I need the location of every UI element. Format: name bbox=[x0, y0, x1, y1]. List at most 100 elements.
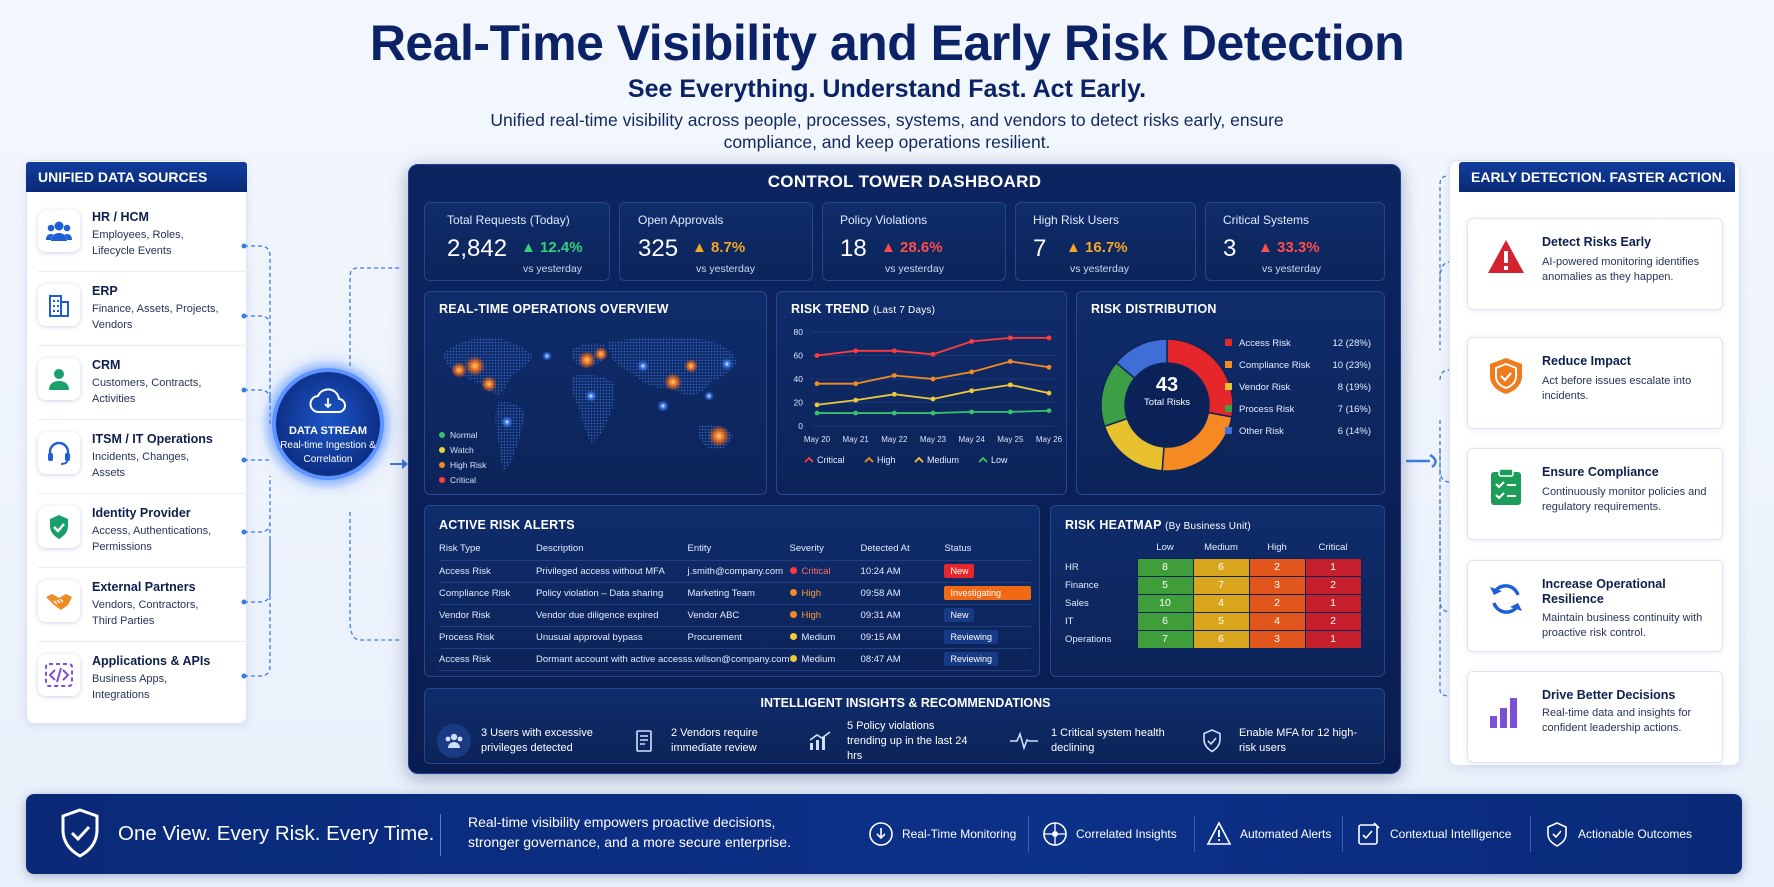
source-item-partners[interactable]: External Partners Vendors, Contractors, T… bbox=[38, 576, 260, 642]
severity-label: High bbox=[801, 609, 822, 621]
source-item-apps[interactable]: Applications & APIs Business Apps, Integr… bbox=[38, 650, 260, 716]
status-badge[interactable]: Reviewing bbox=[944, 630, 998, 644]
alert-row[interactable]: Vendor Risk Vendor due diligence expired V… bbox=[439, 604, 1031, 626]
source-item-erp[interactable]: ERP Finance, Assets, Projects, Vendors bbox=[38, 280, 260, 346]
trend-legend-label: Critical bbox=[817, 455, 845, 465]
dashboard-title: CONTROL TOWER DASHBOARD bbox=[767, 172, 1042, 191]
source-item-hr[interactable]: HR / HCM Employees, Roles, Lifecycle Even… bbox=[38, 206, 260, 272]
benefit-title: Ensure Compliance bbox=[1542, 465, 1659, 479]
alert-row[interactable]: Access Risk Privileged access without MFA… bbox=[439, 560, 1031, 582]
trend-point bbox=[1007, 358, 1013, 364]
insight-item[interactable]: 3 Users with excessive privileges detect… bbox=[437, 719, 601, 763]
heatmap-cell[interactable]: 6 bbox=[1192, 557, 1250, 577]
world-map[interactable] bbox=[437, 326, 759, 486]
alert-row[interactable]: Compliance Risk Policy violation – Data s… bbox=[439, 582, 1031, 604]
insight-item[interactable]: 2 Vendors require immediate review bbox=[627, 719, 781, 763]
heatmap-cell[interactable]: 8 bbox=[1136, 557, 1194, 577]
feature-contextual-intelligence[interactable]: Contextual Intelligence bbox=[1356, 820, 1511, 848]
alert-type: Vendor Risk bbox=[439, 609, 491, 621]
trend-point bbox=[969, 409, 975, 415]
heatmap-cell[interactable]: 1 bbox=[1304, 593, 1362, 613]
insight-item[interactable]: 1 Critical system health declining bbox=[1007, 719, 1171, 763]
status-badge[interactable]: New bbox=[944, 608, 975, 622]
heatmap-cell[interactable]: 7 bbox=[1136, 629, 1194, 649]
benefit-operational-resilience[interactable]: Increase Operational Resilience Maintain… bbox=[1467, 560, 1723, 652]
risk-trend-chart[interactable]: 0 20 40 60 80 May 20 May 21 May 22 May 23 May 24 M… bbox=[777, 322, 1068, 496]
source-item-identity[interactable]: Identity Provider Access, Authentications… bbox=[38, 502, 260, 568]
source-sub: Incidents, Changes, Assets bbox=[92, 451, 190, 479]
heatmap-cell[interactable]: 2 bbox=[1248, 557, 1306, 577]
alert-description: Unusual approval bypass bbox=[535, 631, 643, 643]
trend-point bbox=[814, 402, 820, 408]
feature-label: Actionable Outcomes bbox=[1578, 827, 1693, 841]
donut-legend-label: Access Risk bbox=[1239, 338, 1291, 349]
heatmap-cell[interactable]: 7 bbox=[1192, 575, 1250, 595]
benefit-better-decisions[interactable]: Drive Better Decisions Real-time data an… bbox=[1467, 671, 1723, 763]
card-title: RISK TREND (Last 7 Days) bbox=[791, 302, 935, 316]
kpi-critical-systems[interactable]: Critical Systems 3 ▲ 33.3% vs yesterday bbox=[1205, 202, 1385, 281]
heatmap-row-label: HR bbox=[1065, 561, 1079, 573]
donut-legend-label: Other Risk bbox=[1239, 426, 1284, 437]
feature-automated-alerts[interactable]: Automated Alerts bbox=[1206, 820, 1331, 848]
feature-actionable-outcomes[interactable]: Actionable Outcomes bbox=[1544, 820, 1692, 848]
feature-correlated-insights[interactable]: Correlated Insights bbox=[1042, 820, 1177, 848]
shield-check-icon bbox=[61, 808, 99, 858]
heatmap-cell[interactable]: 2 bbox=[1248, 593, 1306, 613]
alert-row[interactable]: Process Risk Unusual approval bypass Procu… bbox=[439, 626, 1031, 648]
heatmap-cell[interactable]: 5 bbox=[1192, 611, 1250, 631]
shield-check-icon bbox=[38, 506, 80, 548]
trend-point bbox=[853, 397, 859, 403]
source-item-crm[interactable]: CRM Customers, Contracts, Activities bbox=[38, 354, 260, 420]
trend-xtick: May 24 bbox=[959, 435, 986, 444]
feature-real-time-monitoring[interactable]: Real-Time Monitoring bbox=[868, 820, 1016, 848]
card-title: ACTIVE RISK ALERTS bbox=[439, 518, 575, 532]
insight-item[interactable]: Enable MFA for 12 high-risk users bbox=[1195, 719, 1359, 763]
heatmap-cell[interactable]: 3 bbox=[1248, 629, 1306, 649]
legend-normal: Normal bbox=[439, 428, 486, 443]
source-sub: Business Apps, Integrations bbox=[92, 673, 168, 701]
trend-point bbox=[930, 376, 936, 382]
insight-item[interactable]: 5 Policy violations trending up in the l… bbox=[803, 719, 977, 763]
col-status: Status bbox=[944, 543, 972, 555]
heatmap-cell[interactable]: 5 bbox=[1136, 575, 1194, 595]
source-item-itsm[interactable]: ITSM / IT Operations Incidents, Changes, … bbox=[38, 428, 260, 494]
risk-distribution-chart[interactable]: Access Risk 12 (28%) Compliance Risk 10 (23… bbox=[1077, 322, 1386, 496]
arrow-up-icon: ▲ bbox=[1066, 239, 1081, 256]
heatmap-cell[interactable]: 1 bbox=[1304, 557, 1362, 577]
page-title: Real-Time Visibility and Early Risk Dete… bbox=[369, 15, 1405, 71]
kpi-value: 7 bbox=[1033, 235, 1047, 262]
kpi-open-approvals[interactable]: Open Approvals 325 ▲ 8.7% vs yesterday bbox=[619, 202, 813, 281]
benefit-detect-risks[interactable]: Detect Risks Early AI-powered monitoring… bbox=[1467, 218, 1723, 310]
kpi-policy-violations[interactable]: Policy Violations 18 ▲ 28.6% vs yesterda… bbox=[822, 202, 1006, 281]
heatmap-table[interactable]: Low Medium High Critical HR 8 6 2 1 Finance 5 7… bbox=[1065, 538, 1362, 649]
status-badge[interactable]: Investigating bbox=[944, 586, 1031, 600]
alert-row[interactable]: Access Risk Dormant account with active a… bbox=[439, 648, 1031, 670]
alert-description: Privileged access without MFA bbox=[535, 565, 665, 577]
data-stream-subtitle: Real-time Ingestion & Correlation bbox=[280, 440, 376, 465]
source-title: HR / HCM bbox=[92, 210, 149, 224]
kpi-high-risk-users[interactable]: High Risk Users 7 ▲ 16.7% vs yesterday bbox=[1015, 202, 1196, 281]
early-detection-title: EARLY DETECTION. FASTER ACTION. bbox=[1459, 162, 1735, 192]
handshake-icon bbox=[38, 580, 80, 622]
heatmap-cell[interactable]: 2 bbox=[1304, 575, 1362, 595]
kpi-total-requests[interactable]: Total Requests (Today) 2,842 ▲ 12.4% vs … bbox=[424, 202, 610, 281]
heatmap-cell[interactable]: 6 bbox=[1192, 629, 1250, 649]
heatmap-cell[interactable]: 6 bbox=[1136, 611, 1194, 631]
kpi-change: ▲ 33.3% bbox=[1258, 239, 1320, 256]
benefit-ensure-compliance[interactable]: Ensure Compliance Continuously monitor p… bbox=[1467, 448, 1723, 540]
status-badge[interactable]: New bbox=[944, 564, 975, 578]
trend-point bbox=[1046, 335, 1052, 341]
status-badge[interactable]: Reviewing bbox=[944, 652, 998, 666]
kpi-change: ▲ 8.7% bbox=[692, 239, 745, 256]
benefit-reduce-impact[interactable]: Reduce Impact Act before issues escalate… bbox=[1467, 337, 1723, 429]
heatmap-cell[interactable]: 4 bbox=[1248, 611, 1306, 631]
heatmap-cell[interactable]: 4 bbox=[1192, 593, 1250, 613]
heatmap-cell[interactable]: 1 bbox=[1304, 629, 1362, 649]
heatmap-cell[interactable]: 2 bbox=[1304, 611, 1362, 631]
data-stream-node[interactable]: DATA STREAM Real-time Ingestion & Correl… bbox=[272, 368, 384, 480]
alert-type: Access Risk bbox=[439, 565, 491, 577]
alert-time: 09:58 AM bbox=[860, 587, 901, 599]
heatmap-cell[interactable]: 3 bbox=[1248, 575, 1306, 595]
legend-high-risk: High Risk bbox=[439, 458, 486, 473]
heatmap-cell[interactable]: 10 bbox=[1136, 593, 1194, 613]
